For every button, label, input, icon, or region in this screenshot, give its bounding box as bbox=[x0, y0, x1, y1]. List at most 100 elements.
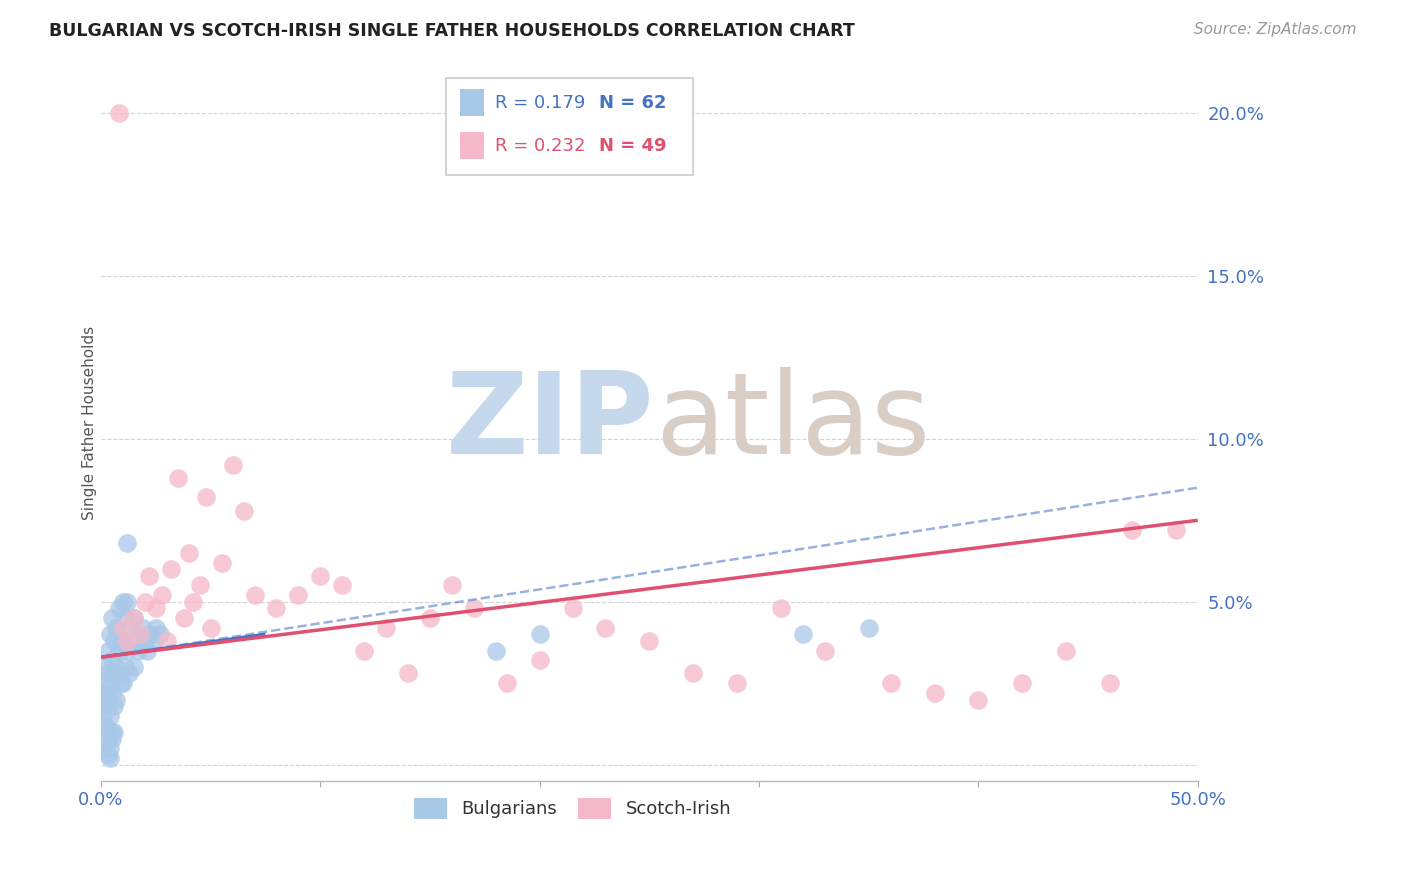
Point bbox=[792, 627, 814, 641]
Point bbox=[110, 676, 132, 690]
Point bbox=[117, 536, 139, 550]
Point bbox=[529, 653, 551, 667]
Point bbox=[98, 676, 121, 690]
Point bbox=[94, 699, 117, 714]
Point bbox=[463, 601, 485, 615]
Point bbox=[396, 666, 419, 681]
Point bbox=[129, 627, 152, 641]
Point bbox=[181, 595, 204, 609]
Point bbox=[638, 633, 661, 648]
Point bbox=[160, 562, 183, 576]
Point bbox=[94, 741, 117, 756]
Text: R = 0.179: R = 0.179 bbox=[495, 94, 585, 112]
Point bbox=[136, 643, 159, 657]
Point bbox=[309, 568, 332, 582]
Point bbox=[156, 633, 179, 648]
Point bbox=[266, 601, 288, 615]
Point bbox=[1098, 676, 1121, 690]
Point bbox=[122, 611, 145, 625]
Point bbox=[188, 578, 211, 592]
Point bbox=[211, 556, 233, 570]
Point bbox=[117, 643, 139, 657]
Point bbox=[232, 503, 254, 517]
Point bbox=[105, 621, 128, 635]
Point bbox=[103, 725, 125, 739]
Point bbox=[103, 666, 125, 681]
Point bbox=[145, 601, 167, 615]
Point bbox=[101, 725, 124, 739]
Point bbox=[96, 747, 118, 762]
Point bbox=[1164, 523, 1187, 537]
Point bbox=[96, 643, 118, 657]
Point bbox=[110, 633, 132, 648]
Point bbox=[149, 627, 172, 641]
Point bbox=[330, 578, 353, 592]
Point bbox=[1121, 523, 1143, 537]
Point bbox=[122, 611, 145, 625]
Point bbox=[769, 601, 792, 615]
Point bbox=[105, 660, 128, 674]
Point bbox=[127, 643, 149, 657]
Point bbox=[134, 595, 156, 609]
Point bbox=[221, 458, 243, 472]
Point bbox=[111, 633, 134, 648]
Point bbox=[1011, 676, 1033, 690]
Text: BULGARIAN VS SCOTCH-IRISH SINGLE FATHER HOUSEHOLDS CORRELATION CHART: BULGARIAN VS SCOTCH-IRISH SINGLE FATHER … bbox=[49, 22, 855, 40]
Text: N = 62: N = 62 bbox=[599, 94, 666, 112]
Point bbox=[117, 595, 139, 609]
Point bbox=[561, 601, 583, 615]
Point bbox=[94, 660, 117, 674]
Point bbox=[118, 621, 141, 635]
Point bbox=[103, 633, 125, 648]
Point bbox=[98, 708, 121, 723]
Text: ZIP: ZIP bbox=[446, 367, 655, 478]
Point bbox=[150, 588, 173, 602]
Text: atlas: atlas bbox=[655, 367, 931, 478]
Point bbox=[173, 611, 195, 625]
Point bbox=[98, 627, 121, 641]
Point bbox=[924, 686, 946, 700]
Point bbox=[94, 718, 117, 732]
Point bbox=[353, 643, 375, 657]
Point bbox=[145, 621, 167, 635]
Point bbox=[131, 621, 153, 635]
Point bbox=[287, 588, 309, 602]
FancyBboxPatch shape bbox=[460, 132, 484, 160]
Point bbox=[101, 686, 124, 700]
Point bbox=[111, 676, 134, 690]
Point bbox=[91, 708, 114, 723]
Point bbox=[96, 692, 118, 706]
Text: Source: ZipAtlas.com: Source: ZipAtlas.com bbox=[1194, 22, 1357, 37]
FancyBboxPatch shape bbox=[460, 89, 484, 116]
Point bbox=[200, 621, 222, 635]
Point bbox=[129, 633, 152, 648]
Point bbox=[967, 692, 990, 706]
Point bbox=[103, 699, 125, 714]
FancyBboxPatch shape bbox=[447, 78, 693, 175]
Point bbox=[682, 666, 704, 681]
Point bbox=[858, 621, 880, 635]
Point bbox=[107, 643, 129, 657]
Point bbox=[121, 633, 143, 648]
Point bbox=[142, 633, 165, 648]
Point bbox=[118, 666, 141, 681]
Text: R = 0.232: R = 0.232 bbox=[495, 136, 585, 155]
Point bbox=[91, 692, 114, 706]
Point bbox=[111, 595, 134, 609]
Point bbox=[440, 578, 463, 592]
Point bbox=[125, 627, 148, 641]
Point bbox=[243, 588, 266, 602]
Point bbox=[485, 643, 508, 657]
Point bbox=[814, 643, 837, 657]
Point bbox=[111, 621, 134, 635]
Point bbox=[98, 741, 121, 756]
Point bbox=[375, 621, 398, 635]
Point bbox=[96, 666, 118, 681]
Point bbox=[138, 627, 160, 641]
Point bbox=[101, 653, 124, 667]
Point bbox=[98, 751, 121, 765]
Point bbox=[725, 676, 748, 690]
Point bbox=[96, 731, 118, 746]
Point bbox=[96, 725, 118, 739]
Point bbox=[114, 660, 136, 674]
